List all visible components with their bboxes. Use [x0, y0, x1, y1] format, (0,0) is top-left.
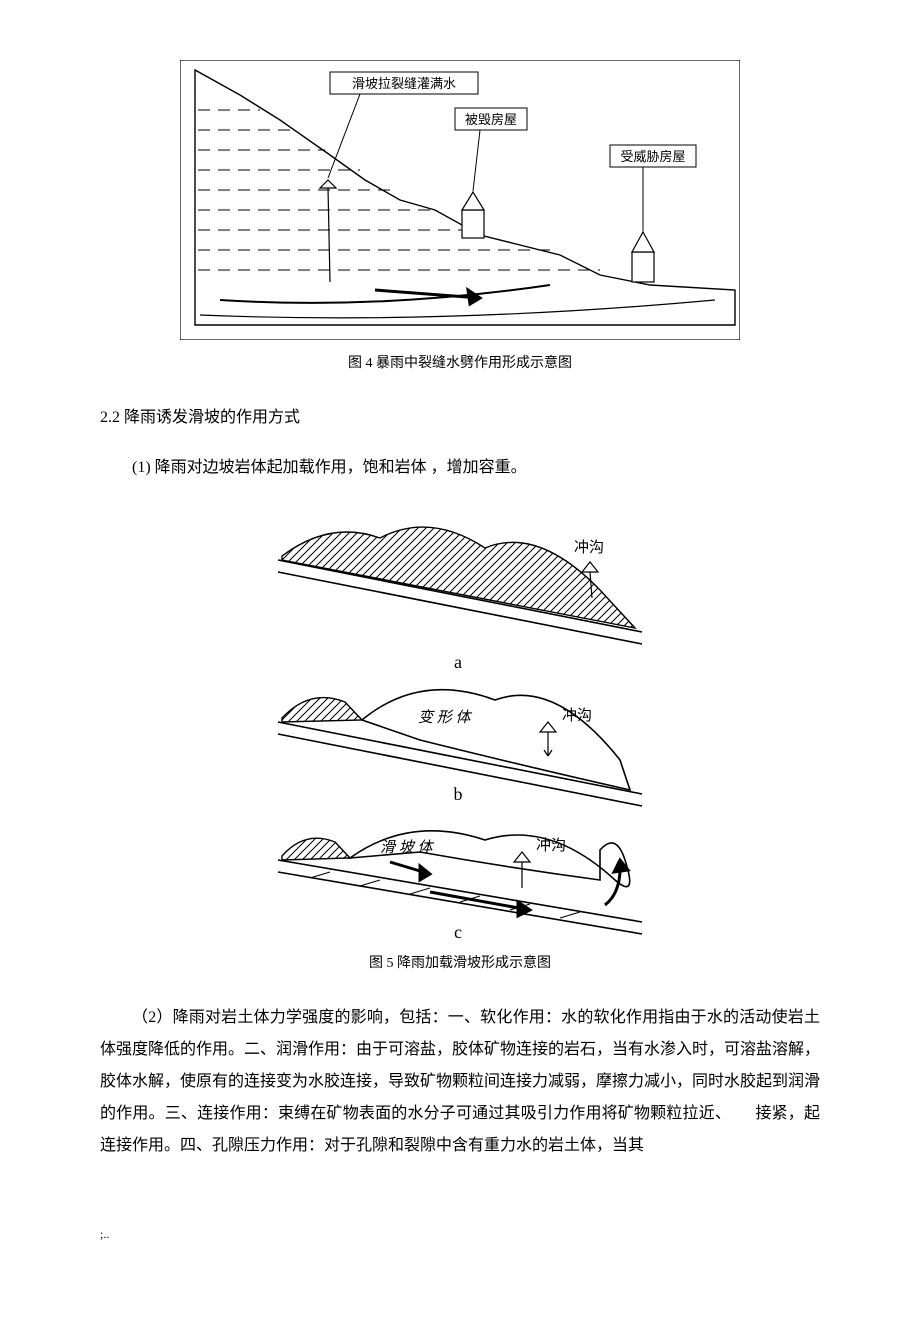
- figure-5-caption: 图 5 降雨加载滑坡形成示意图: [100, 950, 820, 978]
- fig4-label-crack: 滑坡拉裂缝灌满水: [352, 76, 456, 91]
- fig5-deform-label: 变 形 体: [418, 709, 473, 726]
- fig5-gully-b: 冲沟: [562, 707, 592, 724]
- fig5-gully-c: 冲沟: [536, 837, 566, 854]
- fig4-label-destroyed: 被毁房屋: [465, 112, 517, 127]
- fig5-slide-label: 滑 坡 体: [380, 839, 435, 856]
- fig5-letter-b: b: [454, 784, 463, 804]
- fig5-gully-a: 冲沟: [574, 539, 604, 556]
- fig5-letter-a: a: [454, 652, 462, 672]
- paragraph-2: （2）降雨对岩土体力学强度的影响，包括：一、软化作用：水的软化作用指由于水的活动…: [100, 1002, 820, 1162]
- fig4-label-threatened: 受威胁房屋: [620, 149, 685, 164]
- fig5-letter-c: c: [454, 922, 462, 940]
- item-1-text: (1) 降雨对边坡岩体起加载作用，饱和岩体 ，增加容重。: [100, 452, 820, 484]
- figure-4-caption: 图 4 暴雨中裂缝水劈作用形成示意图: [100, 350, 820, 378]
- figure-5-diagram: 冲沟 a 变 形 体 冲沟 b: [270, 500, 650, 940]
- section-2-2-heading: 2.2 降雨诱发滑坡的作用方式: [100, 402, 820, 434]
- footer-mark: ;..: [100, 1222, 820, 1246]
- figure-4-diagram: 滑坡拉裂缝灌满水 被毁房屋 受威胁房屋: [180, 60, 740, 340]
